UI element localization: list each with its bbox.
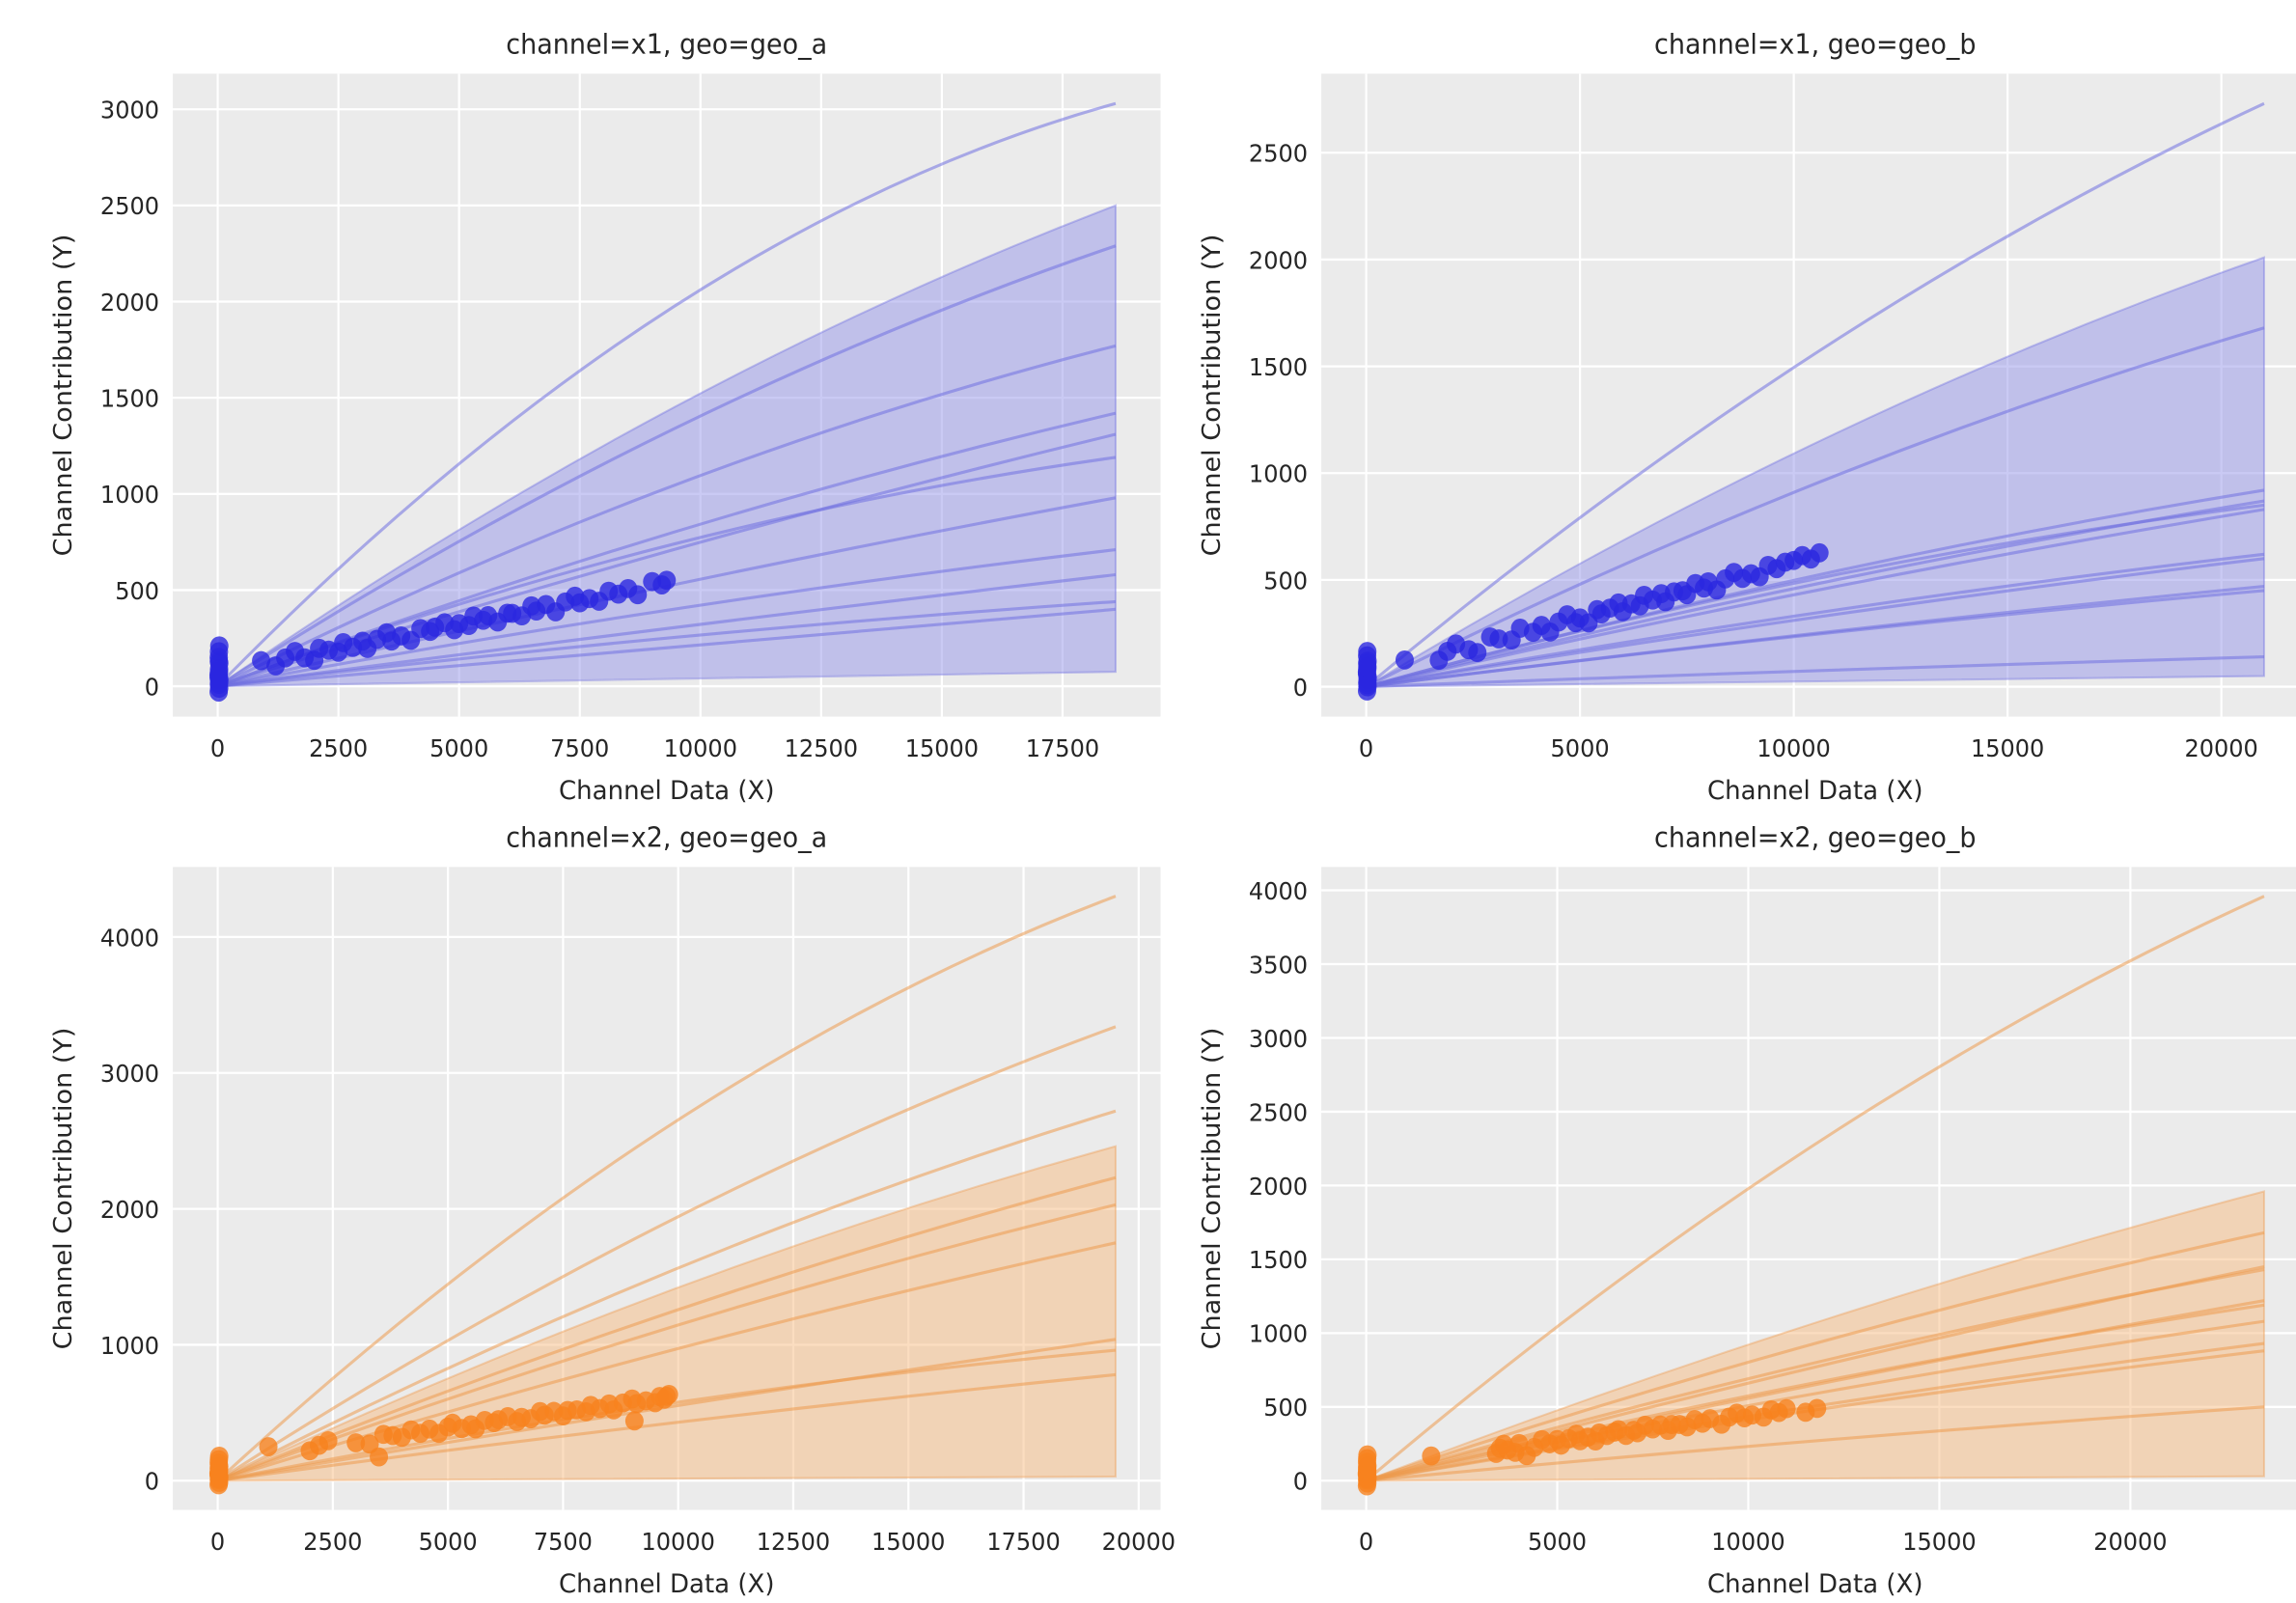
x-tick-label: 10000 [664,734,737,763]
chart-canvas-x2-geo-b: 0 5000 10000 15000 20000 0 500 1000 1500 2000 2500… [1187,809,2296,1602]
y-axis-label: Channel Contribution (Y) [48,1028,77,1350]
y-tick-label: 1500 [1248,1246,1307,1275]
x-tick-label: 0 [1358,734,1372,763]
x-tick-label: 12500 [757,1528,830,1557]
y-tick-label: 0 [1292,1468,1307,1497]
data-point [1395,650,1413,670]
x-tick-label: 10000 [1757,734,1830,763]
data-point [1808,1399,1826,1419]
y-tick-label: 2000 [1248,1173,1307,1202]
y-tick-label: 2500 [100,192,159,221]
x-axis-label: Channel Data (X) [559,1569,774,1600]
x-tick-label: 17500 [1026,734,1099,763]
data-point [657,570,676,590]
data-point [1468,643,1486,662]
x-tick-label: 10000 [1711,1528,1784,1557]
chart-canvas-x1-geo-b: 0 5000 10000 15000 20000 0 500 1000 1500 2000 2500… [1187,15,2296,809]
subplot-title: channel=x1, geo=geo_a [506,29,827,61]
x-axis-label: Channel Data (X) [1707,1569,1923,1600]
data-point [370,1448,388,1467]
y-tick-label: 4000 [100,924,159,953]
x-tick-label: 0 [210,734,225,763]
y-axis-label: Channel Contribution (Y) [1197,235,1226,557]
x-tick-label: 20000 [2093,1528,2167,1557]
y-tick-label: 3000 [1248,1025,1307,1054]
subplot-title: channel=x1, geo=geo_b [1654,29,1977,61]
subplot-channel-x1-geo-b: 0 5000 10000 15000 20000 0 500 1000 1500 2000 2500… [1187,15,2296,809]
y-axis-label: Channel Contribution (Y) [1197,1028,1226,1350]
x-axis-label: Channel Data (X) [559,775,774,806]
y-tick-label: 3500 [1248,951,1307,980]
x-tick-label: 0 [1358,1528,1372,1557]
data-point [625,1412,644,1431]
x-tick-label: 20000 [1102,1528,1176,1557]
x-tick-label: 15000 [1902,1528,1976,1557]
y-tick-label: 0 [145,673,159,702]
y-tick-label: 2000 [100,288,159,317]
y-tick-label: 2500 [1248,139,1307,168]
y-tick-label: 1500 [100,384,159,413]
y-tick-label: 2000 [1248,246,1307,275]
chart-canvas-x1-geo-a: 0 2500 5000 7500 10000 12500 15000 17500 0 500 100… [39,15,1187,809]
x-tick-label: 2500 [303,1528,362,1557]
x-tick-label: 15000 [871,1528,945,1557]
data-point [1358,675,1376,694]
data-point [628,585,647,604]
x-tick-label: 5000 [1527,1528,1586,1557]
x-tick-label: 10000 [642,1528,715,1557]
y-tick-label: 2000 [100,1196,159,1225]
data-point [319,1431,338,1451]
x-tick-label: 5000 [419,1528,478,1557]
y-tick-label: 0 [145,1468,159,1497]
y-tick-label: 3000 [100,1060,159,1089]
subplot-channel-x2-geo-b: 0 5000 10000 15000 20000 0 500 1000 1500 2000 2500… [1187,809,2296,1602]
subplot-channel-x1-geo-a: 0 2500 5000 7500 10000 12500 15000 17500 0 500 100… [39,15,1187,809]
y-axis-label: Channel Contribution (Y) [48,235,77,557]
data-point [1777,1399,1795,1419]
y-tick-label: 1000 [1248,1320,1307,1349]
y-tick-label: 1000 [1248,459,1307,488]
subplot-title: channel=x2, geo=geo_a [506,822,827,854]
data-point [210,673,229,692]
y-tick-label: 1000 [100,481,159,510]
chart-canvas-x2-geo-a: 0 2500 5000 7500 10000 12500 15000 17500 20000 0 1… [39,809,1187,1602]
data-point [1422,1447,1440,1466]
x-tick-label: 5000 [429,734,488,763]
y-tick-label: 0 [1292,673,1307,702]
y-tick-label: 1000 [100,1332,159,1361]
y-tick-label: 500 [1263,567,1308,595]
x-tick-label: 7500 [550,734,609,763]
x-tick-label: 2500 [309,734,368,763]
data-point [1358,653,1376,673]
y-tick-label: 3000 [100,96,159,124]
data-point [660,1385,678,1404]
x-tick-label: 17500 [986,1528,1060,1557]
y-tick-label: 500 [1263,1394,1308,1423]
y-tick-label: 4000 [1248,877,1307,906]
x-tick-label: 12500 [785,734,858,763]
x-tick-label: 0 [210,1528,225,1557]
x-tick-label: 5000 [1550,734,1609,763]
data-point [1810,543,1828,563]
x-axis-label: Channel Data (X) [1707,775,1923,806]
subplot-title: channel=x2, geo=geo_b [1654,822,1977,854]
subplot-channel-x2-geo-a: 0 2500 5000 7500 10000 12500 15000 17500 20000 0 1… [39,809,1187,1602]
data-point [210,1469,229,1488]
x-tick-label: 15000 [905,734,979,763]
x-tick-label: 7500 [534,1528,593,1557]
y-tick-label: 500 [115,576,159,605]
data-point [1358,1469,1376,1488]
data-point [260,1438,278,1457]
y-tick-label: 1500 [1248,353,1307,382]
y-tick-label: 2500 [1248,1098,1307,1127]
x-tick-label: 15000 [1970,734,2043,763]
data-point [209,651,228,671]
x-tick-label: 20000 [2184,734,2257,763]
